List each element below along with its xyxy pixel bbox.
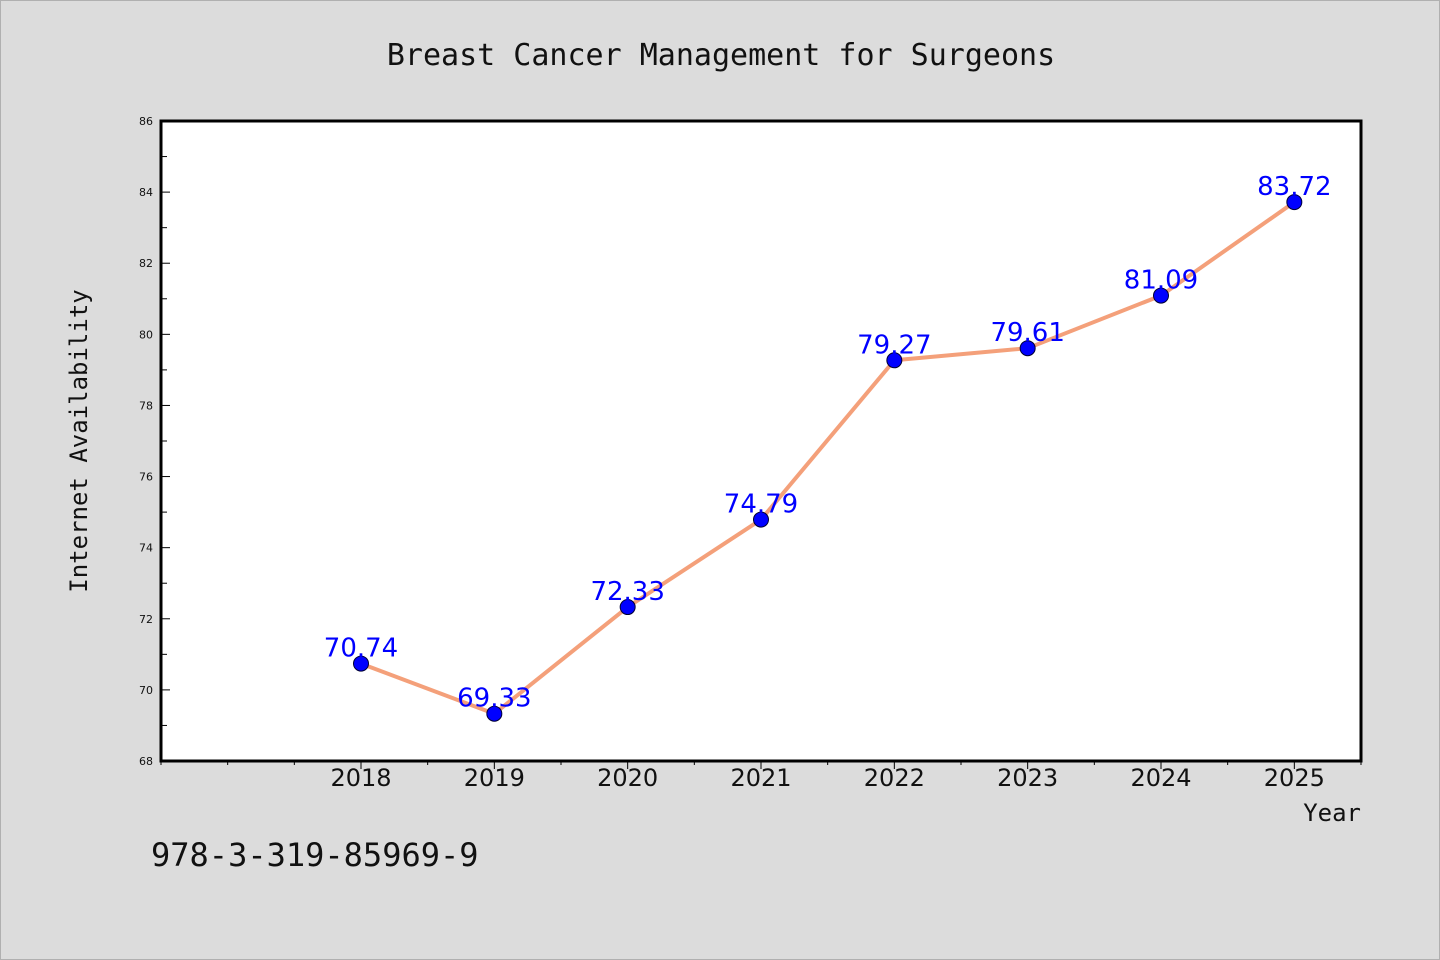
data-label: 70.74 [324, 634, 398, 664]
plot-area [159, 119, 1363, 763]
data-point [486, 705, 503, 722]
data-point [1153, 287, 1169, 304]
y-axis: 68 70 72 74 76 78 80 82 84 86 [139, 115, 170, 768]
isbn-footer: 978-3-319-85969-9 [151, 836, 479, 874]
data-label: 83.72 [1257, 172, 1331, 202]
y-axis-label: Internet Availability [65, 289, 93, 592]
x-axis-label: Year [1303, 799, 1361, 827]
x-tick-label: 2019 [464, 764, 525, 792]
y-tick-label: 78 [139, 399, 153, 412]
series-group: 70.74 69.33 72.33 74.79 79.27 79.61 81.09 83.72 [324, 172, 1332, 722]
x-tick-label: 2018 [330, 764, 391, 792]
data-point [353, 655, 369, 672]
data-point [619, 599, 636, 616]
y-tick-label: 84 [139, 186, 153, 199]
x-tick-label: 2025 [1264, 764, 1325, 792]
chart-title: Breast Cancer Management for Surgeons [387, 38, 1055, 73]
data-point [886, 352, 903, 369]
x-tick-label: 2021 [730, 764, 791, 792]
data-label: 69.33 [457, 684, 531, 714]
x-tick-label: 2024 [1130, 764, 1191, 792]
y-tick-label: 70 [139, 684, 153, 697]
y-tick-label: 74 [139, 542, 153, 555]
data-point [1286, 194, 1303, 211]
y-tick-label: 72 [139, 613, 153, 626]
data-label: 79.27 [857, 330, 931, 360]
x-tick-label: 2020 [597, 764, 658, 792]
y-tick-label: 82 [139, 257, 153, 270]
data-point [753, 511, 769, 528]
data-label: 81.09 [1124, 266, 1198, 296]
y-tick-label: 68 [139, 755, 153, 768]
x-tick-label: 2022 [864, 764, 925, 792]
series-line [359, 200, 1297, 716]
data-point [1019, 340, 1036, 357]
data-label: 79.61 [990, 318, 1064, 348]
y-tick-label: 76 [139, 471, 153, 484]
x-tick-label: 2023 [997, 764, 1058, 792]
data-label: 72.33 [590, 577, 664, 607]
data-label: 74.79 [724, 490, 798, 520]
y-tick-label: 80 [139, 328, 153, 341]
x-axis: 2018 2019 2020 2021 2022 2023 2024 2025 [160, 761, 1362, 792]
y-tick-label: 86 [139, 115, 153, 128]
